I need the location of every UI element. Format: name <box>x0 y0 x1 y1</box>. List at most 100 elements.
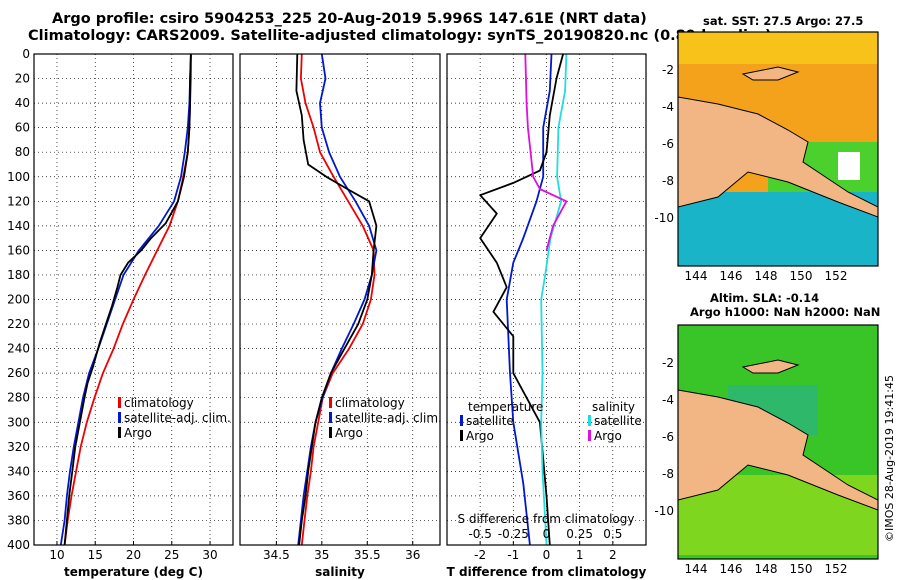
depth-tick-label: 380 <box>7 513 30 527</box>
depth-tick-label: 240 <box>7 342 30 356</box>
sst-field-north <box>678 32 878 64</box>
tick-label-x: 35 <box>314 548 329 562</box>
map-tick-label-x: 144 <box>685 269 708 283</box>
series-line-t-satellite <box>505 54 553 545</box>
legend-swatch <box>329 397 332 408</box>
depth-tick-label: 80 <box>15 145 30 159</box>
tick-label-x: 1 <box>576 548 584 562</box>
land-new-guinea <box>678 96 878 218</box>
tick-label-s: 0.25 <box>566 527 593 541</box>
tick-label-x: 2 <box>609 548 617 562</box>
tick-label-s: 0 <box>543 527 551 541</box>
sst-cloud-gap <box>838 152 860 180</box>
x-axis-label: salinity <box>315 565 365 579</box>
map-frame <box>677 324 879 560</box>
map-tick-label-y: -6 <box>662 430 674 444</box>
legend-swatch <box>588 430 591 441</box>
land-island <box>741 359 800 374</box>
tick-label-x: 34.5 <box>263 548 290 562</box>
map-frame <box>677 31 879 267</box>
series-line-argo <box>295 54 378 545</box>
tick-label-x: -2 <box>474 548 486 562</box>
map-tick-label-x: 144 <box>685 562 708 576</box>
sla-map-subtitle: Argo h1000: NaN h2000: NaN <box>690 305 881 319</box>
series-line-t-argo <box>479 54 564 545</box>
series-line-climatology <box>299 54 376 545</box>
map-tick-label-x: 146 <box>720 562 743 576</box>
legend-swatch <box>588 415 591 426</box>
depth-tick-label: 400 <box>7 538 30 552</box>
legend-title-temperature: temperature <box>468 400 543 414</box>
legend-swatch <box>460 415 463 426</box>
series-group <box>479 54 568 545</box>
depth-tick-label: 140 <box>7 219 30 233</box>
map-tick-label-x: 152 <box>825 269 848 283</box>
depth-tick-label: 300 <box>7 415 30 429</box>
series-line-argo <box>63 54 192 545</box>
depth-tick-label: 360 <box>7 489 30 503</box>
land-island <box>741 66 800 81</box>
chart-difference: -2 -1 0 1 2 T difference from climatology <box>446 53 647 579</box>
map-content <box>678 325 878 559</box>
map-tick-label-y: -4 <box>662 393 674 407</box>
series-group <box>59 54 192 545</box>
map-tick-label-y: -2 <box>662 63 674 77</box>
figure-title-line1: Argo profile: csiro 5904253_225 20-Aug-2… <box>52 11 647 27</box>
land-new-guinea <box>678 389 878 511</box>
depth-tick-label: 40 <box>15 96 30 110</box>
map-tick-label-x: 146 <box>720 269 743 283</box>
legend-label-s-argo: Argo <box>594 429 622 443</box>
plot-frame <box>33 53 234 546</box>
map-tick-label-y: -8 <box>662 174 674 188</box>
map-tick-label-y: -2 <box>662 356 674 370</box>
tick-label-s: -0.5 <box>468 527 491 541</box>
sst-map-title: sat. SST: 27.5 Argo: 27.5 <box>703 14 864 28</box>
tick-label-x: 25 <box>164 548 179 562</box>
map-tick-label-x: 148 <box>755 562 778 576</box>
map-tick-label-y: -8 <box>662 467 674 481</box>
legend-swatch <box>460 430 463 441</box>
map-tick-label-x: 152 <box>825 562 848 576</box>
map-sla: 144 146 148 150 152 -2 -4 -6 -8 -10 <box>654 324 879 576</box>
legend-label-t-argo: Argo <box>466 429 494 443</box>
map-tick-label-x: 148 <box>755 269 778 283</box>
copyright-watermark: ©IMOS 28-Aug-2019 19:41:45 <box>883 375 896 542</box>
legend-label-argo: Argo <box>335 426 363 440</box>
series-line-satellite-adj-clim- <box>59 54 192 545</box>
figure-title-line2: Climatology: CARS2009. Satellite-adjuste… <box>28 28 772 44</box>
legend-swatch <box>118 397 121 408</box>
legend-label-climatology: climatology <box>335 396 405 410</box>
tick-label-x: 30 <box>202 548 217 562</box>
legend-swatch <box>118 412 121 423</box>
depth-tick-label: 0 <box>22 47 30 61</box>
series-line-s-satellite <box>540 54 568 545</box>
depth-tick-label: 260 <box>7 366 30 380</box>
legend-label-argo: Argo <box>124 426 152 440</box>
depth-tick-label: 180 <box>7 268 30 282</box>
tick-label-x: 15 <box>88 548 103 562</box>
map-tick-label-y: -6 <box>662 137 674 151</box>
depth-tick-label: 20 <box>15 72 30 86</box>
legend-label-t-satellite: satellite <box>466 414 514 428</box>
x-axis-label: T difference from climatology <box>447 565 647 579</box>
tick-label-x: 20 <box>126 548 141 562</box>
series-line-climatology <box>63 54 192 545</box>
legend-swatch <box>329 412 332 423</box>
tick-label-x: 10 <box>49 548 64 562</box>
depth-tick-label: 60 <box>15 121 30 135</box>
tick-label-x: 35.5 <box>354 548 381 562</box>
map-tick-label-y: -4 <box>662 100 674 114</box>
depth-tick-label: 120 <box>7 194 30 208</box>
chart-salinity: 34.5 35 35.5 36 salinity <box>239 53 441 579</box>
map-tick-label-y: -10 <box>654 211 674 225</box>
depth-tick-label: 200 <box>7 293 30 307</box>
map-sst: 144 146 148 150 152 -2 -4 -6 -8 -10 <box>654 31 879 283</box>
legend-swatch <box>118 427 121 438</box>
x-axis-label-s: S difference from climatology <box>458 512 635 526</box>
x-axis-label: temperature (deg C) <box>64 565 203 579</box>
tick-label-x: 0 <box>543 548 551 562</box>
tick-label-s: 0.5 <box>603 527 622 541</box>
